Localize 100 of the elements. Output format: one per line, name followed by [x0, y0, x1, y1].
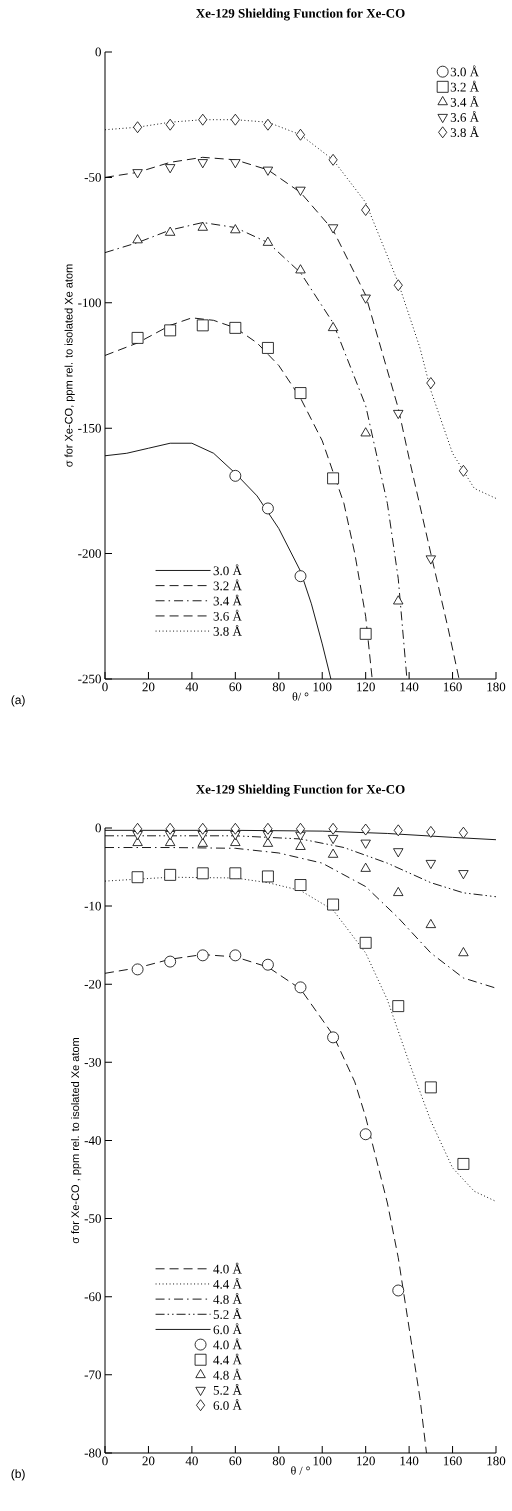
point	[262, 342, 274, 354]
x-tick-label: 60	[229, 1456, 242, 1466]
text: (a)	[11, 695, 25, 707]
point	[359, 627, 372, 640]
point	[359, 1128, 372, 1141]
legend-label: 3.0 Å	[450, 65, 479, 77]
text: (b)	[11, 1469, 25, 1481]
point	[133, 121, 143, 134]
point	[361, 204, 371, 216]
x-tick-label: 80	[272, 1456, 285, 1466]
point	[327, 321, 339, 332]
y-tick-label: 0	[95, 823, 101, 833]
legend-label: 4.0 Å	[213, 1338, 242, 1350]
point	[393, 409, 404, 420]
point	[328, 822, 338, 835]
point	[327, 898, 339, 911]
point	[426, 377, 436, 389]
point	[327, 1031, 339, 1044]
point	[295, 264, 306, 274]
y-tick-label: -80	[84, 1448, 101, 1458]
point	[197, 159, 208, 169]
x-tick-label: 160	[443, 682, 462, 692]
point	[132, 234, 143, 244]
point	[131, 871, 144, 884]
x-axis-title: θ / °	[291, 1466, 310, 1475]
point	[262, 166, 274, 176]
point	[262, 837, 274, 847]
point	[458, 464, 468, 477]
point	[262, 502, 274, 515]
y-axis-title: σ for Xe-CO, ppm rel. to isolated Xe atom	[64, 264, 75, 467]
point	[393, 824, 403, 837]
point	[196, 949, 209, 962]
point	[197, 221, 208, 231]
point	[131, 332, 144, 344]
legend-label: 5.2 Å	[213, 1383, 242, 1395]
legend-label: 3.8 Å	[213, 625, 242, 636]
x-tick-label: 120	[357, 1456, 375, 1466]
y-tick-label: -20	[84, 979, 101, 989]
x-tick-label: 20	[142, 1456, 155, 1466]
y-tick-label: 0	[95, 47, 101, 57]
legend-label: 3.2 Å	[213, 579, 242, 591]
x-tick-label: 100	[313, 1456, 332, 1466]
x-tick-label: 180	[487, 682, 506, 692]
legend-label: 3.4 Å	[450, 95, 479, 107]
legend-label: 6.0 Å	[213, 1323, 242, 1335]
legend-label: 3.8 Å	[450, 126, 479, 138]
y-tick-label: -250	[78, 674, 101, 684]
point	[230, 159, 241, 169]
point	[393, 848, 404, 858]
legend-label: 4.8 Å	[213, 1368, 242, 1380]
point	[360, 427, 371, 437]
point	[327, 835, 339, 845]
point	[132, 169, 143, 179]
legend-label: 3.4 Å	[213, 594, 242, 606]
point	[229, 949, 242, 962]
legend-label: 4.8 Å	[213, 1293, 242, 1304]
point	[165, 164, 176, 174]
x-tick-label: 140	[400, 1456, 419, 1466]
point	[361, 823, 371, 836]
point	[360, 839, 371, 849]
point	[229, 321, 242, 334]
chart-title: Xe-129 Shielding Function for Xe-CO	[196, 8, 405, 21]
point	[458, 947, 469, 957]
point	[229, 469, 242, 482]
legend-label: 3.0 Å	[213, 564, 242, 576]
point	[392, 1284, 405, 1297]
point	[262, 958, 274, 971]
y-tick-label: -50	[84, 173, 101, 182]
point	[327, 848, 339, 858]
point	[426, 825, 436, 838]
x-tick-label: 120	[357, 682, 375, 692]
point	[327, 472, 339, 485]
x-tick-label: 40	[185, 1456, 198, 1466]
point	[230, 224, 241, 234]
x-tick-label: 80	[272, 682, 285, 692]
point	[263, 822, 273, 835]
point	[457, 1158, 470, 1170]
point	[424, 1081, 437, 1094]
y-tick-label: -200	[78, 549, 101, 558]
x-tick-label: 160	[443, 1456, 462, 1466]
y-tick-label: -150	[78, 423, 101, 433]
legend-label: 3.6 Å	[450, 111, 479, 122]
point	[458, 870, 469, 880]
point	[327, 224, 339, 234]
point	[392, 1000, 405, 1013]
chart-title: Xe-129 Shielding Function for Xe-CO	[196, 784, 405, 797]
point	[229, 867, 242, 880]
x-axis-title: θ/ °	[292, 692, 309, 701]
point	[425, 555, 436, 565]
point	[425, 918, 436, 929]
legend-label: 5.2 Å	[213, 1308, 242, 1320]
x-tick-label: 40	[185, 682, 198, 692]
y-tick-label: -40	[84, 1136, 101, 1145]
point	[359, 936, 372, 949]
y-tick-label: -30	[84, 1057, 101, 1067]
point	[294, 981, 307, 994]
point	[393, 279, 403, 292]
x-tick-label: 0	[102, 682, 108, 692]
point	[165, 226, 176, 236]
point	[294, 387, 307, 399]
